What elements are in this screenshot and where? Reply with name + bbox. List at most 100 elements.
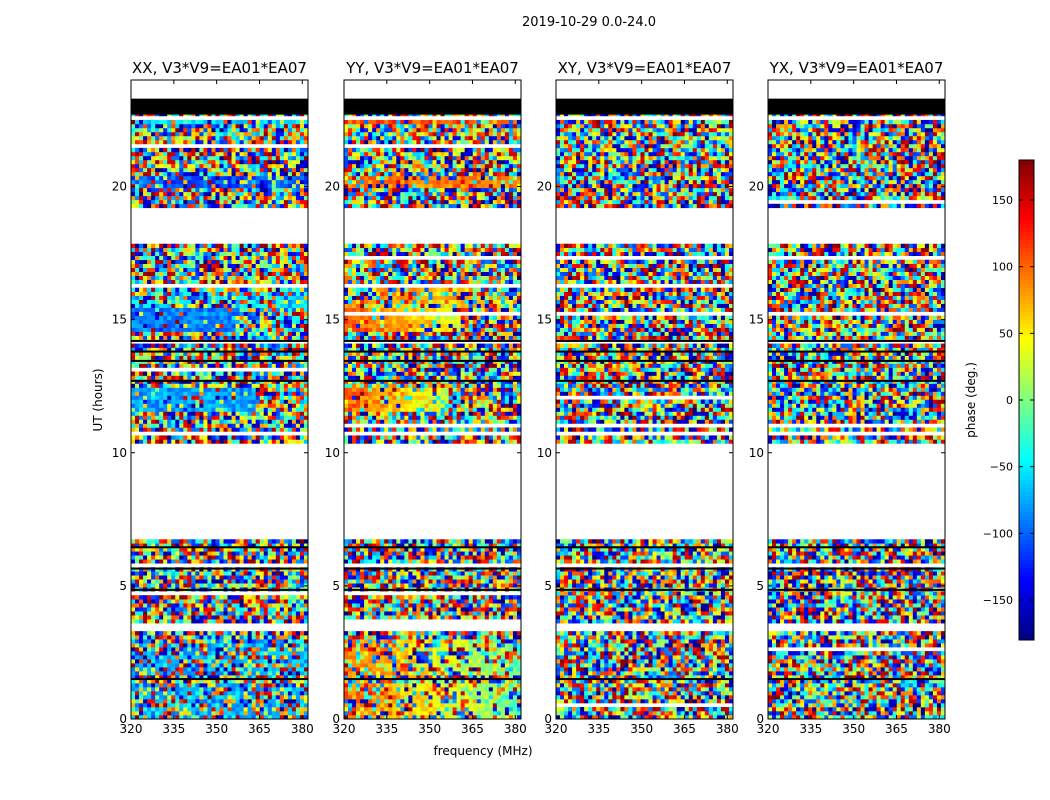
heat-cell — [276, 196, 280, 200]
heat-cell — [187, 180, 191, 184]
heat-cell — [224, 356, 228, 360]
heat-cell — [179, 571, 183, 575]
heat-cell — [248, 184, 252, 188]
heat-cell — [300, 152, 304, 156]
heat-cell — [147, 396, 151, 400]
heat-cell — [191, 280, 195, 284]
heat-cell — [248, 320, 252, 324]
heat-cell — [276, 439, 280, 443]
heat-cell — [143, 344, 147, 348]
heat-cell — [191, 252, 195, 256]
heat-cell — [288, 388, 292, 392]
heat-cell — [232, 579, 236, 583]
heat-cell — [264, 551, 268, 555]
heat-cell — [215, 655, 219, 659]
heat-cell — [163, 268, 167, 272]
heat-cell — [135, 403, 139, 407]
heat-cell — [163, 635, 167, 639]
heat-cell — [252, 328, 256, 332]
heat-cell — [195, 152, 199, 156]
heat-cell — [280, 180, 284, 184]
heat-cell — [232, 699, 236, 703]
heat-cell — [155, 691, 159, 695]
heat-cell — [151, 184, 155, 188]
heat-cell — [220, 156, 224, 160]
heat-cell — [179, 280, 183, 284]
heat-cell — [195, 639, 199, 643]
heat-cell — [151, 703, 155, 707]
heat-cell — [163, 200, 167, 204]
heat-cell — [248, 411, 252, 415]
heat-cell — [175, 252, 179, 256]
heat-cell — [256, 184, 260, 188]
heat-cell — [256, 164, 260, 168]
heat-cell — [167, 248, 171, 252]
heat-cell — [171, 256, 175, 260]
heat-cell — [163, 356, 167, 360]
heat-cell — [131, 124, 135, 128]
heat-cell — [163, 276, 167, 280]
heat-cell — [272, 204, 276, 208]
heat-cell — [183, 571, 187, 575]
heat-cell — [191, 300, 195, 304]
heat-cell — [199, 260, 203, 264]
heat-cell — [135, 356, 139, 360]
heat-cell — [240, 396, 244, 400]
heat-cell — [228, 156, 232, 160]
heat-cell — [135, 140, 139, 144]
heat-cell — [220, 196, 224, 200]
heat-cell — [215, 320, 219, 324]
heat-cell — [155, 411, 159, 415]
heat-cell — [211, 164, 215, 168]
heat-cell — [163, 280, 167, 284]
heat-cell — [244, 268, 248, 272]
heat-cell — [147, 300, 151, 304]
heat-cell — [236, 691, 240, 695]
heat-cell — [300, 392, 304, 396]
heat-cell — [224, 659, 228, 663]
heat-cell — [199, 607, 203, 611]
heat-cell — [228, 304, 232, 308]
heat-cell — [167, 435, 171, 439]
heat-cell — [187, 659, 191, 663]
heat-cell — [151, 304, 155, 308]
heat-cell — [248, 356, 252, 360]
heat-cell — [268, 264, 272, 268]
heat-cell — [187, 188, 191, 192]
heat-cell — [296, 288, 300, 292]
heat-cell — [220, 312, 224, 316]
heat-cell — [292, 403, 296, 407]
heat-cell — [195, 407, 199, 411]
heat-cell — [228, 411, 232, 415]
heat-cell — [195, 204, 199, 208]
heat-cell — [256, 372, 260, 376]
heat-cell — [191, 180, 195, 184]
heat-cell — [155, 288, 159, 292]
heat-cell — [167, 200, 171, 204]
heat-cell — [244, 152, 248, 156]
heat-cell — [143, 439, 147, 443]
heat-cell — [163, 384, 167, 388]
heat-cell — [167, 400, 171, 404]
heat-cell — [155, 124, 159, 128]
heat-cell — [224, 256, 228, 260]
heat-cell — [260, 539, 264, 543]
heat-cell — [288, 655, 292, 659]
heat-cell — [175, 248, 179, 252]
heat-cell — [215, 607, 219, 611]
heat-cell — [155, 695, 159, 699]
heat-cell — [232, 168, 236, 172]
heat-cell — [276, 411, 280, 415]
heat-cell — [191, 392, 195, 396]
heat-cell — [224, 639, 228, 643]
heat-cell — [175, 264, 179, 268]
heat-cell — [195, 403, 199, 407]
heat-cell — [187, 595, 191, 599]
heat-cell — [232, 635, 236, 639]
heat-cell — [276, 615, 280, 619]
heat-cell — [244, 308, 248, 312]
heat-cell — [252, 128, 256, 132]
heat-cell — [207, 392, 211, 396]
heat-cell — [171, 156, 175, 160]
heat-cell — [203, 344, 207, 348]
